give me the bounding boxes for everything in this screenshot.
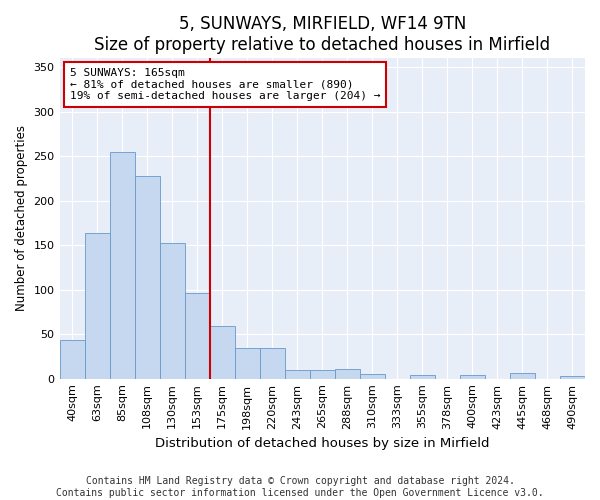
Bar [360, 374, 385, 378]
Bar [560, 376, 585, 378]
Bar [460, 375, 485, 378]
Title: 5, SUNWAYS, MIRFIELD, WF14 9TN
Size of property relative to detached houses in M: 5, SUNWAYS, MIRFIELD, WF14 9TN Size of p… [94, 15, 550, 54]
Bar [235, 348, 260, 378]
Bar [59, 340, 85, 378]
Bar [209, 326, 235, 378]
Bar [134, 176, 160, 378]
Bar [110, 152, 134, 378]
Y-axis label: Number of detached properties: Number of detached properties [15, 126, 28, 312]
Text: Contains HM Land Registry data © Crown copyright and database right 2024.
Contai: Contains HM Land Registry data © Crown c… [56, 476, 544, 498]
Bar [260, 348, 285, 378]
Bar [410, 375, 435, 378]
X-axis label: Distribution of detached houses by size in Mirfield: Distribution of detached houses by size … [155, 437, 490, 450]
Bar [285, 370, 310, 378]
Bar [160, 244, 185, 378]
Bar [85, 232, 110, 378]
Bar [310, 370, 335, 378]
Bar [185, 293, 209, 378]
Bar [335, 369, 360, 378]
Bar [510, 374, 535, 378]
Text: 5 SUNWAYS: 165sqm
← 81% of detached houses are smaller (890)
19% of semi-detache: 5 SUNWAYS: 165sqm ← 81% of detached hous… [70, 68, 380, 101]
